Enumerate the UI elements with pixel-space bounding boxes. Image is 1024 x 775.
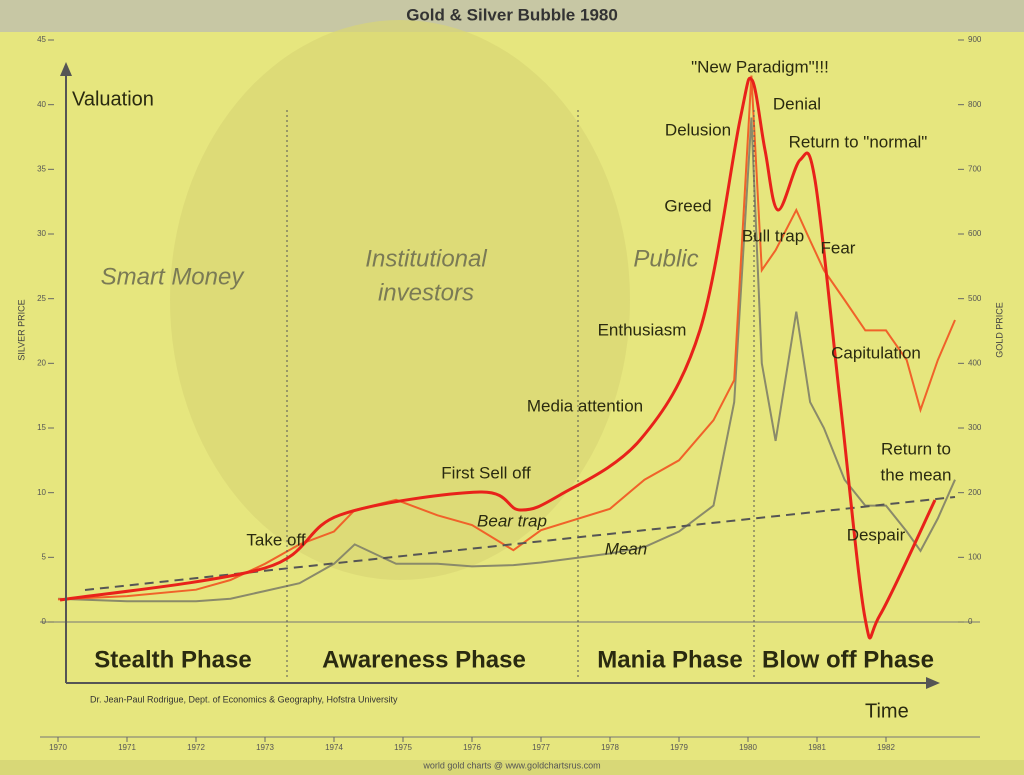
y-tick-label: 15 — [37, 423, 46, 432]
annotation: Take off — [246, 530, 306, 549]
annotation: Fear — [821, 238, 856, 257]
y2-tick-label: 100 — [968, 552, 982, 561]
y2-tick-label: 800 — [968, 100, 982, 109]
annotation: Bear trap — [477, 511, 547, 530]
annotation: Greed — [664, 196, 711, 215]
x-tick-label: 1975 — [394, 743, 412, 752]
title-bar — [0, 0, 1024, 32]
y-tick-label: 40 — [37, 100, 46, 109]
x-tick-label: 1981 — [808, 743, 826, 752]
x-tick-label: 1982 — [877, 743, 895, 752]
annotation: Delusion — [665, 120, 731, 139]
annotation: Bull trap — [742, 226, 804, 245]
y-tick-label: 25 — [37, 294, 46, 303]
arrow-head — [60, 62, 72, 76]
annotation: Enthusiasm — [598, 320, 687, 339]
group-label: Smart Money — [101, 263, 246, 290]
x-tick-label: 1979 — [670, 743, 688, 752]
credit: Dr. Jean-Paul Rodrigue, Dept. of Economi… — [90, 694, 398, 704]
group-label: Institutional — [365, 245, 487, 272]
y-tick-label: 30 — [37, 229, 46, 238]
group-label: investors — [378, 279, 474, 306]
y-tick-label: 5 — [42, 552, 47, 561]
annotation: Return to — [881, 439, 951, 458]
annotation: Denial — [773, 94, 821, 113]
arrow-head — [926, 677, 940, 689]
x-tick-label: 1970 — [49, 743, 67, 752]
y2-tick-label: 900 — [968, 35, 982, 44]
annotation: Despair — [847, 525, 906, 544]
x-tick-label: 1973 — [256, 743, 274, 752]
series-line — [57, 75, 956, 601]
annotation: Return to "normal" — [789, 132, 928, 151]
mean-line — [84, 496, 956, 591]
y2-tick-label: 700 — [968, 164, 982, 173]
x-tick-label: 1976 — [463, 743, 481, 752]
annotation: Capitulation — [831, 343, 921, 362]
group-label: Public — [633, 245, 698, 272]
x-tick-label: 1972 — [187, 743, 205, 752]
x-tick-label: 1980 — [739, 743, 757, 752]
bubble-curve — [59, 76, 937, 640]
x-tick-label: 1977 — [532, 743, 550, 752]
x-tick-label: 1971 — [118, 743, 136, 752]
y2-tick-label: 200 — [968, 488, 982, 497]
source: world gold charts @ www.goldchartsrus.co… — [422, 760, 600, 770]
x-tick-label: 1978 — [601, 743, 619, 752]
y-tick-label: 20 — [37, 358, 46, 367]
axis-title: Valuation — [72, 88, 154, 110]
phase-label: Mania Phase — [597, 646, 742, 673]
x-tick-label: 1974 — [325, 743, 343, 752]
y2-tick-label: 300 — [968, 423, 982, 432]
chart-title: Gold & Silver Bubble 1980 — [406, 5, 618, 24]
axis-title: Time — [865, 700, 909, 722]
y2-tick-label: 400 — [968, 358, 982, 367]
y2-axis-label: GOLD PRICE — [994, 302, 1004, 358]
annotation: Mean — [605, 539, 648, 558]
y-axis-label: SILVER PRICE — [16, 299, 26, 360]
y-tick-label: 0 — [42, 617, 47, 626]
y2-tick-label: 500 — [968, 294, 982, 303]
y2-tick-label: 0 — [968, 617, 973, 626]
annotation: First Sell off — [441, 463, 531, 482]
y-tick-label: 45 — [37, 35, 46, 44]
background-figure — [170, 20, 630, 580]
y-tick-label: 35 — [37, 164, 46, 173]
annotation: "New Paradigm"!!! — [691, 57, 829, 76]
y2-tick-label: 600 — [968, 229, 982, 238]
phase-label: Stealth Phase — [94, 646, 251, 673]
y-tick-label: 10 — [37, 488, 46, 497]
phase-label: Blow off Phase — [762, 646, 934, 673]
annotation: Media attention — [527, 396, 643, 415]
annotation: the mean — [881, 465, 952, 484]
phase-label: Awareness Phase — [322, 646, 526, 673]
